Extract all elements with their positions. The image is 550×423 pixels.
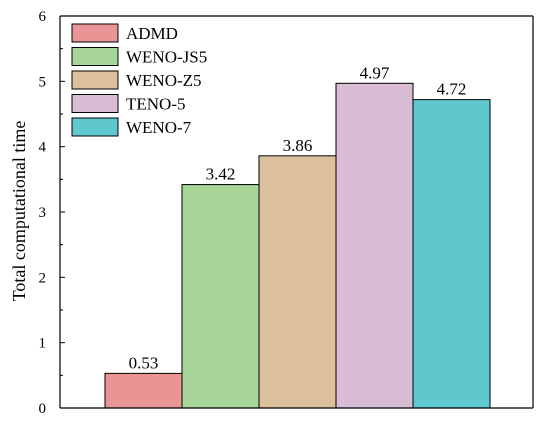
bar-teno-5	[335, 82, 414, 409]
bar-weno-7	[412, 99, 491, 409]
data-labels-layer: 0.53 3.42 3.86 4.97 4.72	[129, 63, 467, 372]
bars-layer	[104, 82, 491, 409]
legend-label-weno-7: WENO-7	[126, 118, 192, 137]
y-tick-label-4: 4	[39, 140, 47, 156]
y-axis-title: Total computational time	[9, 121, 29, 302]
y-tick-label-2: 2	[39, 270, 47, 286]
legend-swatch-admd	[71, 23, 119, 43]
y-tick-label-1: 1	[39, 336, 47, 352]
legend-swatch-weno-7	[71, 117, 119, 137]
legend-label-teno-5: TENO-5	[126, 95, 185, 114]
legend: ADMD WENO-JS5 WENO-Z5 TENO-5 WENO-7	[71, 23, 207, 137]
legend-swatch-weno-js5	[71, 47, 119, 66]
y-tick-label-3: 3	[39, 205, 47, 221]
data-label-admd: 0.53	[129, 353, 159, 372]
data-label-weno-7: 4.72	[437, 80, 467, 99]
bar-weno-z5	[258, 155, 337, 409]
legend-swatch-weno-z5	[71, 70, 119, 90]
y-tick-label-6: 6	[39, 9, 47, 25]
bar-admd	[104, 372, 183, 409]
data-label-weno-js5: 3.42	[206, 165, 236, 184]
legend-label-admd: ADMD	[126, 24, 178, 43]
legend-label-weno-js5: WENO-JS5	[126, 48, 207, 67]
axes-layer: 0 1 2 3 4 5 6	[39, 9, 534, 417]
y-tick-label-0: 0	[39, 401, 47, 417]
data-label-weno-z5: 3.86	[283, 136, 313, 155]
bar-weno-js5	[181, 184, 260, 409]
y-tick-label-5: 5	[39, 74, 47, 90]
legend-swatch-teno-5	[71, 94, 119, 113]
legend-label-weno-z5: WENO-Z5	[126, 71, 202, 90]
data-label-teno-5: 4.97	[360, 63, 390, 82]
